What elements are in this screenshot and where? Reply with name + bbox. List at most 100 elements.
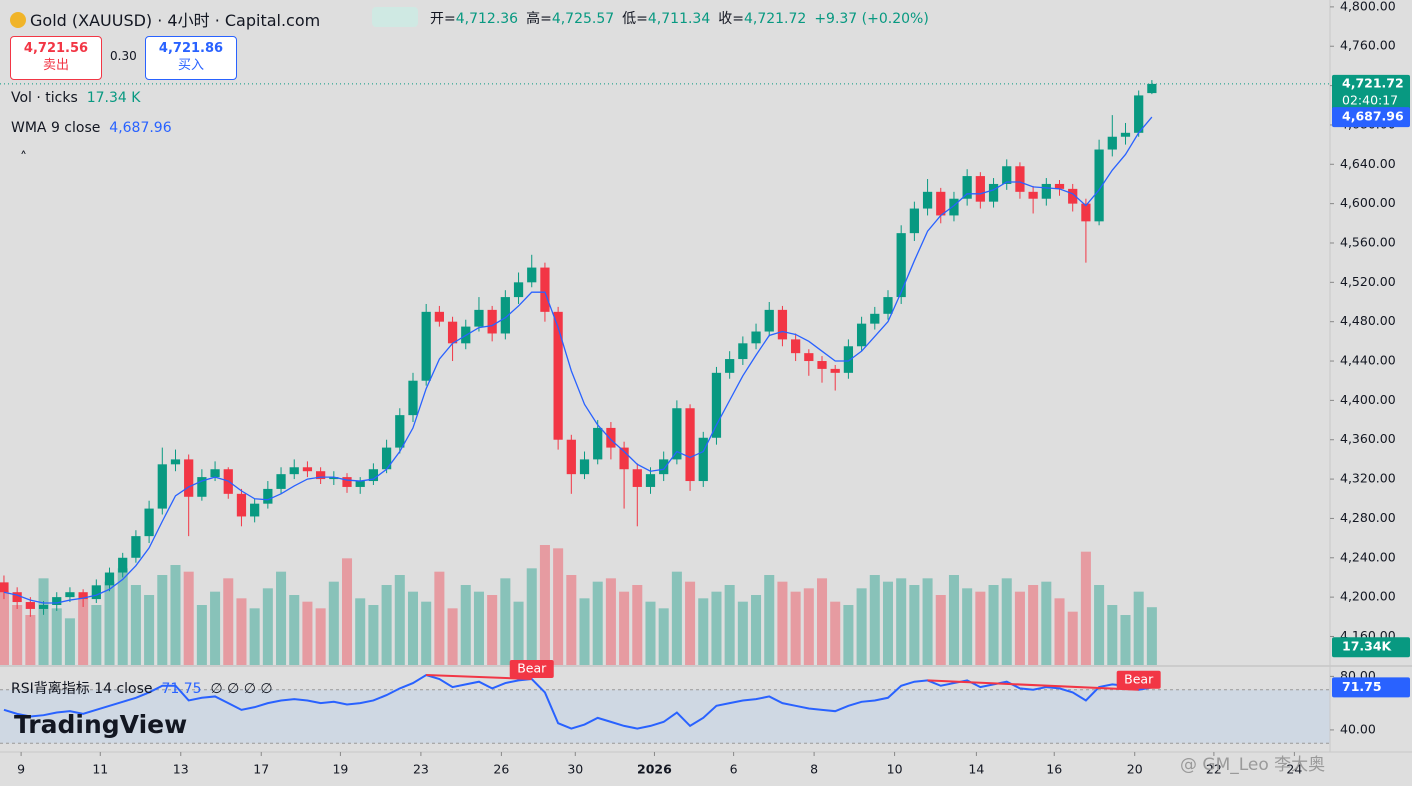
candle-body [474, 309, 484, 327]
volume-bar [328, 581, 339, 665]
wma-tag [1332, 107, 1410, 128]
volume-bar [1094, 585, 1105, 665]
candle-body [1041, 183, 1051, 199]
x-tick-label: 23 [413, 762, 429, 777]
divergence-label: Bear [1124, 671, 1154, 686]
candle-body [131, 536, 141, 558]
volume-bar [1028, 585, 1039, 665]
volume-bar [817, 578, 828, 665]
volume-bar [0, 591, 9, 665]
x-tick-label: 17 [253, 762, 269, 777]
volume-value: 17.34 K [86, 90, 141, 106]
candle-body [804, 353, 814, 362]
volume-bar [579, 598, 590, 665]
candle-body [791, 339, 801, 354]
candle-body [870, 313, 880, 324]
candle-body [843, 346, 854, 373]
rsi-tick-label: 40.00 [1340, 721, 1376, 736]
candle-body [527, 267, 537, 283]
x-tick-label: 11 [92, 762, 108, 777]
candle-body [38, 604, 49, 609]
collapse-button[interactable]: ˄ [20, 150, 27, 166]
candle-body [447, 321, 458, 344]
volume-bar [909, 585, 920, 665]
candle-body [645, 474, 656, 487]
volume-bar [276, 571, 287, 665]
ohlc-value: 4,712.36 [455, 11, 519, 27]
buy-button[interactable]: 4,721.86 买入 [145, 36, 237, 80]
volume-bar [289, 595, 300, 665]
candle-body [1094, 149, 1104, 222]
volume-bar [196, 605, 207, 665]
volume-bar [566, 575, 577, 665]
candle-body [316, 471, 326, 480]
ohlc-value: 4,725.57 [551, 11, 615, 27]
volume-bar [711, 591, 722, 665]
candle-body [236, 493, 247, 517]
candle-body [487, 309, 497, 334]
volume-bar [1067, 611, 1078, 665]
x-tick-label: 2026 [637, 762, 672, 777]
candle-body [1054, 183, 1065, 189]
volume-bar [78, 598, 89, 665]
volume-bar [975, 591, 986, 665]
volume-bar [421, 601, 432, 665]
volume-bar [64, 618, 75, 665]
candle-body [764, 309, 774, 332]
candle-body [725, 359, 735, 373]
volume-bar [1120, 615, 1131, 665]
volume-legend: Vol · ticks 17.34 K [11, 90, 140, 106]
spread: 0.30 [110, 49, 137, 63]
volume-bar [447, 608, 458, 665]
candle-body [856, 323, 867, 347]
candle-body [78, 592, 88, 600]
volume-bar [262, 588, 273, 665]
volume-bar [896, 578, 907, 665]
candle-body [263, 488, 273, 504]
x-tick-label: 20 [1127, 762, 1143, 777]
candle-body [52, 597, 62, 605]
candle-body [817, 361, 827, 369]
sell-price: 4,721.56 [23, 41, 89, 56]
candle-body [302, 467, 313, 472]
candle-body [593, 427, 603, 460]
volume-bar [1080, 551, 1091, 665]
y-tick-label: 4,560.00 [1340, 234, 1396, 249]
candle-body [342, 477, 352, 487]
x-tick-label: 8 [810, 762, 818, 777]
candle-body [65, 592, 75, 598]
volume-bar [592, 581, 603, 665]
sell-button[interactable]: 4,721.56 卖出 [10, 36, 102, 80]
volume-bar [117, 568, 128, 665]
volume-bar [1133, 591, 1144, 665]
x-tick-label: 9 [17, 762, 25, 777]
title: Gold (XAUUSD) · 4小时 · Capital.com [30, 11, 321, 30]
status-icons[interactable] [372, 7, 418, 27]
candle-body [566, 439, 576, 475]
volume-bar [619, 591, 630, 665]
candle-body [276, 474, 286, 489]
rsi-tag [1332, 677, 1410, 698]
last-price-tag [1332, 74, 1410, 111]
candle-body [975, 176, 985, 202]
volume-bar [407, 591, 418, 665]
candle-body [144, 508, 154, 537]
candle-body [1028, 191, 1038, 199]
y-tick-label: 4,480.00 [1340, 313, 1396, 328]
ohlc-legend: 开=4,712.36 高=4,725.57 低=4,711.34 收=4,721.72… [430, 8, 929, 28]
volume-bar [962, 588, 973, 665]
ohlc-value: 4,711.34 [647, 11, 711, 27]
rsi-name: RSI背离指标 14 close [11, 681, 153, 697]
buy-label: 买入 [177, 58, 204, 73]
candle-body [289, 467, 299, 475]
volume-bar [1146, 607, 1157, 665]
volume-bar [1001, 578, 1012, 665]
volume-bar [751, 595, 762, 665]
candle-body [579, 459, 590, 475]
volume-bar [51, 608, 62, 665]
volume-bar [434, 571, 445, 665]
sell-label: 卖出 [42, 58, 69, 73]
candle-body [91, 585, 101, 600]
y-tick-label: 4,400.00 [1340, 392, 1396, 407]
